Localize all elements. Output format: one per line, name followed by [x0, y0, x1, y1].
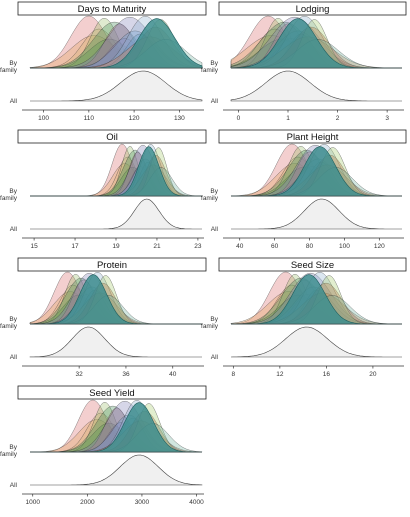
- all-density-curve: [231, 198, 402, 230]
- family-density-highlight: [231, 146, 402, 197]
- x-tick-label: 120: [374, 243, 385, 250]
- row-label-all: All: [211, 354, 219, 361]
- x-tick-label: 32: [76, 371, 84, 378]
- row-label-by-family: family: [0, 67, 18, 74]
- x-tick-label: 3: [385, 115, 389, 122]
- panel-title-box: [17, 385, 207, 400]
- row-label-by-family: By: [9, 316, 17, 323]
- x-tick-label: 130: [174, 115, 185, 122]
- x-tick-label: 8: [232, 371, 236, 378]
- x-tick-label: 120: [129, 115, 140, 122]
- panel-title: Seed Yield: [89, 388, 134, 399]
- all-density-curve: [30, 70, 203, 102]
- x-tick-label: 21: [153, 243, 161, 250]
- panel-title-box: [218, 129, 407, 144]
- x-tick-label: 17: [71, 243, 79, 250]
- row-label-all: All: [10, 226, 18, 233]
- x-tick-label: 1000: [25, 499, 40, 506]
- row-label-by-family: By: [9, 444, 17, 451]
- panel-title-box: [17, 129, 207, 144]
- panel-title-box: [218, 1, 407, 16]
- row-label-by-family: By: [210, 60, 218, 67]
- all-density-curve: [30, 454, 203, 486]
- row-label-all: All: [211, 98, 219, 105]
- row-label-by-family: family: [201, 323, 219, 330]
- x-tick-label: 0: [237, 115, 241, 122]
- x-tick-label: 19: [112, 243, 120, 250]
- panel-title: Protein: [97, 260, 127, 271]
- row-label-all: All: [10, 482, 18, 489]
- x-tick-label: 2: [336, 115, 340, 122]
- x-tick-label: 100: [38, 115, 49, 122]
- x-tick-label: 4000: [189, 499, 204, 506]
- x-tick-label: 110: [84, 115, 95, 122]
- x-tick-label: 100: [339, 243, 350, 250]
- panel-title: Plant Height: [287, 132, 339, 143]
- x-tick-label: 20: [369, 371, 377, 378]
- row-label-all: All: [211, 226, 219, 233]
- row-label-by-family: family: [201, 195, 219, 202]
- row-label-by-family: family: [201, 67, 219, 74]
- panel-title-box: [17, 257, 207, 272]
- x-tick-label: 1: [286, 115, 290, 122]
- x-tick-label: 15: [30, 243, 38, 250]
- row-label-by-family: By: [210, 316, 218, 323]
- x-tick-label: 23: [194, 243, 202, 250]
- x-tick-label: 3000: [135, 499, 150, 506]
- x-tick-label: 80: [306, 243, 314, 250]
- panel-title: Seed Size: [291, 260, 334, 271]
- x-tick-label: 40: [169, 371, 177, 378]
- x-tick-label: 12: [276, 371, 284, 378]
- panel-title: Lodging: [296, 4, 330, 15]
- panel-title-box: [17, 1, 207, 16]
- all-density-curve: [30, 198, 202, 230]
- row-label-by-family: family: [0, 451, 18, 458]
- x-tick-label: 2000: [80, 499, 95, 506]
- row-label-by-family: family: [0, 195, 18, 202]
- panel-title-box: [218, 257, 407, 272]
- x-tick-label: 36: [122, 371, 130, 378]
- row-label-all: All: [10, 98, 18, 105]
- row-label-by-family: By: [9, 60, 17, 67]
- row-label-by-family: By: [210, 188, 218, 195]
- all-density-curve: [230, 70, 402, 102]
- x-tick-label: 60: [271, 243, 279, 250]
- x-tick-label: 40: [236, 243, 244, 250]
- all-density-curve: [29, 326, 202, 358]
- x-tick-label: 16: [323, 371, 331, 378]
- panel-title: Days to Maturity: [78, 4, 147, 15]
- row-label-all: All: [10, 354, 18, 361]
- row-label-by-family: family: [0, 323, 18, 330]
- row-label-by-family: By: [9, 188, 17, 195]
- panel-title: Oil: [106, 132, 118, 143]
- all-density-curve: [230, 326, 402, 358]
